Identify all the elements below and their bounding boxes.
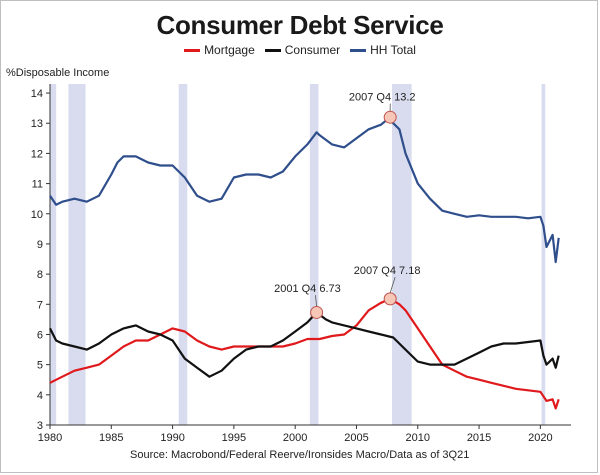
legend-label-mortgage: Mortgage (204, 43, 255, 57)
x-tick-label: 1980 (38, 432, 62, 444)
recession-band (541, 84, 546, 425)
recession-band (178, 84, 188, 425)
annotation-label: 2007 Q4 7.18 (354, 265, 421, 277)
chart-legend: Mortgage Consumer HH Total (0, 43, 600, 57)
legend-item-mortgage: Mortgage (184, 43, 255, 57)
series-line-mortgage (49, 297, 560, 410)
y-tick-label: 13 (31, 118, 43, 130)
y-tick-label: 5 (37, 360, 43, 372)
x-tick-label: 1990 (160, 432, 184, 444)
y-tick-label: 11 (32, 179, 43, 191)
x-tick-label: 2020 (528, 432, 552, 444)
y-tick-label: 8 (37, 269, 43, 281)
legend-label-hh-total: HH Total (370, 43, 416, 57)
y-tick-label: 7 (37, 299, 43, 311)
source-note: Source: Macrobond/Federal Reerve/Ironsid… (130, 449, 470, 461)
recession-band (309, 84, 319, 425)
legend-swatch-consumer (264, 48, 281, 52)
y-tick-label: 6 (37, 329, 43, 341)
recession-band (50, 84, 57, 425)
y-tick-label: 4 (37, 390, 43, 402)
series-line-hh-total (49, 116, 560, 264)
y-tick-label: 12 (31, 148, 43, 160)
annotation-label: 2007 Q4 13.2 (349, 92, 416, 104)
y-tick-label: 14 (31, 88, 43, 100)
legend-swatch-mortgage (184, 48, 201, 52)
annotation-leader (389, 276, 396, 293)
legend-swatch-hh-total (350, 48, 367, 52)
x-tick-label: 2000 (283, 432, 307, 444)
x-tick-label: 1995 (222, 432, 246, 444)
legend-item-consumer: Consumer (264, 43, 341, 57)
annotation-marker (310, 305, 324, 319)
recession-band (68, 84, 86, 425)
chart-title: Consumer Debt Service (156, 10, 444, 40)
legend-item-hh-total: HH Total (350, 43, 416, 57)
y-axis-label: %Disposable Income (6, 67, 110, 79)
legend-label-consumer: Consumer (284, 43, 341, 57)
x-tick-label: 2015 (467, 432, 491, 444)
y-tick-label: 10 (31, 209, 43, 221)
x-tick-label: 2010 (406, 432, 430, 444)
annotation-marker (383, 110, 397, 124)
y-tick-label: 9 (37, 239, 43, 251)
annotation-label: 2001 Q4 6.73 (274, 283, 341, 295)
annotation-marker (383, 292, 397, 306)
x-tick-label: 2005 (344, 432, 368, 444)
x-tick-label: 1985 (99, 432, 123, 444)
y-tick-label: 3 (37, 420, 43, 432)
annotation-leader (315, 295, 318, 307)
